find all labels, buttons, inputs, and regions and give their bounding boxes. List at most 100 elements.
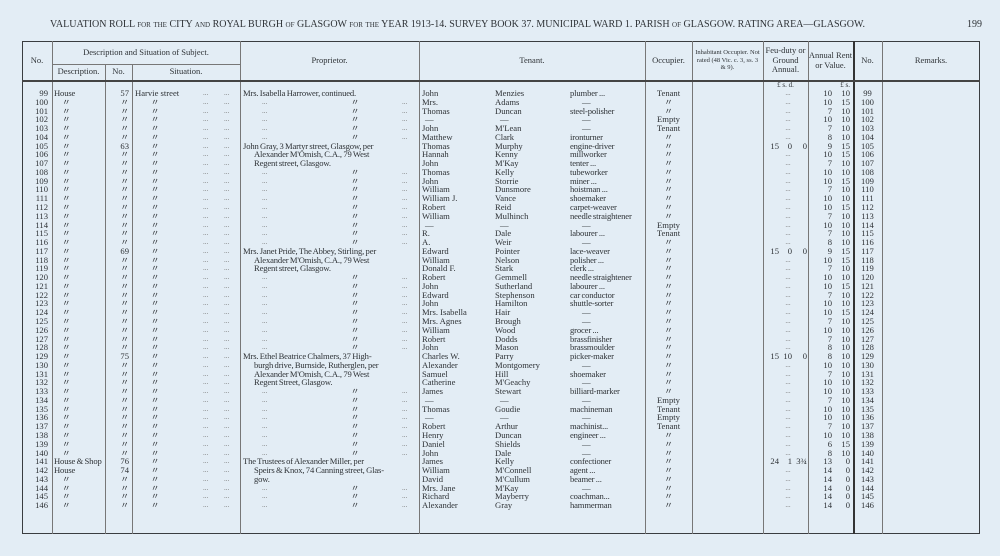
rent-part: 7 <box>827 228 832 239</box>
header-no: No. <box>30 54 44 65</box>
proprietor: 〃 <box>350 202 360 212</box>
row-number-right: 103 <box>861 123 874 134</box>
leader-dots: ... <box>402 281 408 290</box>
row-number-right: 121 <box>861 280 874 291</box>
tenant-first-name: James <box>422 456 444 467</box>
tenant-first-name: John <box>422 298 439 309</box>
house-number: 〃 <box>120 175 129 186</box>
leader-dots: ... <box>262 185 268 194</box>
house-number: 〃 <box>120 316 129 327</box>
description: 〃 <box>62 324 71 335</box>
leader-dots: ... <box>262 308 268 317</box>
tenant-occupation: hoistman ... <box>570 184 608 195</box>
row-number: 113 <box>35 210 48 221</box>
leader-dots: ... <box>224 203 230 211</box>
tenant-first-name: Thomas <box>422 105 450 116</box>
situation: 〃 <box>150 412 160 423</box>
tenant-occupation: picker-maker <box>570 351 614 362</box>
occupier: 〃 <box>664 280 673 291</box>
rent-part: 10 <box>823 430 832 441</box>
leader-dots: ... <box>262 229 268 238</box>
feu-duty: ... <box>785 167 791 176</box>
rent-part: 9 <box>827 245 832 256</box>
situation: 〃 <box>150 114 160 125</box>
leader-dots: ... <box>203 238 209 247</box>
rent-part: 10 <box>841 412 850 423</box>
description: 〃 <box>62 254 71 265</box>
feu-duty: ... <box>785 501 791 510</box>
leader-dots: ... <box>224 238 230 247</box>
leader-dots: ... <box>224 167 230 176</box>
rent-part: 10 <box>841 237 850 248</box>
leader-dots: ... <box>224 474 230 483</box>
description: 〃 <box>62 202 71 212</box>
rent-part: 10 <box>823 193 832 204</box>
tenant-surname: Dodds <box>495 333 518 344</box>
tenant-first-name: Edward <box>422 289 449 300</box>
leader-dots: ... <box>402 211 408 220</box>
house-number: 〃 <box>120 105 129 116</box>
row-number-right: 100 <box>861 96 874 107</box>
leader-dots: ... <box>402 229 408 238</box>
tenant-occupation: — <box>582 123 591 134</box>
feu-duty: ... <box>785 238 791 247</box>
leader-dots: ... <box>224 352 230 361</box>
row-number: 135 <box>35 403 48 414</box>
occupier: 〃 <box>664 175 673 186</box>
table-row: 121 〃 〃 〃......... 〃... John Sutherland laboure… <box>0 282 1000 291</box>
row-number: 104 <box>35 131 48 142</box>
house-number: 〃 <box>120 263 129 274</box>
leader-dots: ... <box>402 203 408 211</box>
rent-part: 6 <box>827 438 832 449</box>
rent-part: 10 <box>841 193 850 204</box>
rent-part: 10 <box>823 254 832 265</box>
row-number: 112 <box>35 202 48 212</box>
row-number: 110 <box>35 184 48 195</box>
rent-part: 10 <box>823 202 832 212</box>
tenant-surname: Wood <box>495 324 516 335</box>
tenant-occupation: — <box>582 377 591 388</box>
tenant-first-name: John <box>422 342 439 353</box>
proprietor: Mrs. Janet Pride, The Abbey, Stirling, p… <box>243 245 377 256</box>
house-number: 〃 <box>120 280 129 291</box>
row-number: 134 <box>35 394 48 405</box>
feu-duty: ... <box>785 431 791 440</box>
occupier: 〃 <box>664 386 673 397</box>
tenant-first-name: John <box>422 447 439 458</box>
rent-part: 7 <box>827 184 832 195</box>
leader-dots: ... <box>203 290 209 299</box>
leader-dots: ... <box>224 89 230 97</box>
tenant-surname: Storrie <box>495 175 519 186</box>
house-number: 〃 <box>120 158 129 169</box>
feu-part: 0 <box>802 351 807 362</box>
row-number-right: 141 <box>861 456 874 467</box>
feu-part: 10 <box>783 351 792 362</box>
rent-part: 10 <box>841 298 850 309</box>
tenant-occupation: lace-weaver <box>570 245 610 256</box>
feu-duty: ... <box>785 378 791 387</box>
leader-dots: ... <box>224 431 230 440</box>
feu-duty: ... <box>785 132 791 141</box>
leader-dots: ... <box>262 395 268 404</box>
description: 〃 <box>62 333 71 344</box>
tenant-surname: Arthur <box>495 421 518 432</box>
tenant-surname: Stewart <box>495 386 522 397</box>
row-number-right: 144 <box>861 482 874 493</box>
occupier: 〃 <box>664 465 673 476</box>
leader-dots: ... <box>262 317 268 326</box>
leader-dots: ... <box>402 299 408 308</box>
table-row: 126 〃 〃 〃......... 〃... William Wood grocer ...… <box>0 326 1000 335</box>
description: 〃 <box>62 412 71 423</box>
row-number-right: 125 <box>861 316 874 327</box>
leader-dots: ... <box>203 422 209 431</box>
leader-dots: ... <box>203 431 209 440</box>
occupier: 〃 <box>664 342 673 353</box>
page-title: VALUATION ROLL for the CITY and ROYAL BU… <box>50 19 865 30</box>
house-number: 〃 <box>120 473 129 484</box>
leader-dots: ... <box>224 501 230 510</box>
house-number: 〃 <box>120 386 129 397</box>
description: 〃 <box>62 377 71 388</box>
column-divider <box>853 41 855 534</box>
situation: 〃 <box>150 351 160 362</box>
rent-part: 10 <box>841 359 850 370</box>
